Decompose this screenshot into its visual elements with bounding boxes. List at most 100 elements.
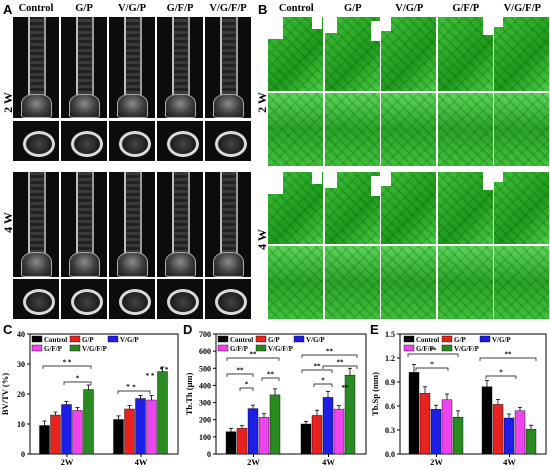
legend-label: V/G/P <box>120 336 139 344</box>
y-tick-label: 0.3 <box>385 426 395 435</box>
reconstruction-side-view <box>381 172 436 244</box>
legend-swatch <box>69 335 81 343</box>
cross-section-ct-image <box>61 121 107 161</box>
longitudinal-ct-image <box>205 172 251 277</box>
significance-mark: ** <box>505 351 513 359</box>
reconstruction-side-view <box>494 17 549 91</box>
bar-vgp-4w <box>503 417 515 455</box>
legend-swatch <box>217 335 229 343</box>
panel-b-col-header-3: G/F/P <box>452 3 480 14</box>
y-tick-label: 0.6 <box>385 402 395 411</box>
legend-swatch <box>107 335 119 343</box>
legend-label: V/G/P <box>492 336 511 344</box>
bar-vgfp-2w <box>83 389 94 455</box>
bar-control-4w <box>481 386 493 455</box>
panel-label-c: C <box>3 322 13 337</box>
legend-label: Control <box>416 336 439 344</box>
reconstruction-top-view <box>268 246 323 319</box>
significance-mark: * * <box>160 366 169 374</box>
significance-mark: ** <box>326 348 334 356</box>
significance-bracket <box>226 373 254 377</box>
y-tick-label: 400 <box>199 381 211 390</box>
y-tick-label: 600 <box>199 347 211 356</box>
significance-bracket <box>226 357 280 361</box>
significance-mark: ** <box>237 367 245 375</box>
legend-swatch <box>217 344 229 352</box>
reconstruction-side-view <box>494 172 549 244</box>
chart-c-bvtv: 0 10 20 30 40 BV/TV (%) 2W 4W Control G/P V/G/P G/F… <box>0 322 182 470</box>
bar-gfp-4w <box>146 399 157 455</box>
bar-vgp-2w <box>247 408 259 455</box>
legend-label: G/P <box>268 336 280 344</box>
reconstruction-top-view <box>381 93 436 166</box>
reconstruction-side-view <box>268 17 323 91</box>
panel-b-col-header-4: V/G/F/P <box>503 3 541 14</box>
y-tick-label: 1.5 <box>385 330 395 339</box>
significance-bracket <box>301 369 333 373</box>
legend-swatch <box>255 344 267 352</box>
significance-bracket <box>63 381 92 385</box>
longitudinal-ct-image <box>109 172 155 277</box>
legend-label: Control <box>230 336 253 344</box>
y-tick-label: 300 <box>199 399 211 408</box>
bar-control-2w <box>39 425 50 455</box>
x-tick-label: 2W <box>61 457 74 467</box>
legend-swatch <box>441 344 453 352</box>
y-axis-label: Tb.Th (μm) <box>184 373 194 416</box>
y-tick-label: 30 <box>17 360 25 369</box>
significance-mark: * <box>321 377 325 385</box>
bar-vgp-4w <box>322 397 334 455</box>
bar-control-4w <box>300 423 312 455</box>
significance-mark: * <box>430 361 434 369</box>
y-tick-label: 700 <box>199 330 211 339</box>
x-tick-label: 4W <box>503 457 516 467</box>
significance-mark: ** <box>267 371 275 379</box>
significance-mark: ** <box>342 384 350 392</box>
significance-mark: ** <box>250 351 258 359</box>
bar-gfp-4w <box>333 408 345 455</box>
bar-gp-2w <box>419 392 431 455</box>
significance-bracket <box>301 354 358 358</box>
panel-a-col-header-2: V/G/P <box>118 3 146 14</box>
bar-control-2w <box>225 431 237 455</box>
reconstruction-side-view <box>268 172 323 244</box>
legend-label: V/G/F/P <box>454 345 480 353</box>
bar-gp-2w <box>236 428 248 455</box>
bar-gp-4w <box>492 404 504 455</box>
bar-gfp-2w <box>441 399 453 455</box>
significance-mark: * <box>126 383 130 391</box>
y-axis-label: BV/TV (%) <box>0 373 10 415</box>
bar-gfp-2w <box>258 416 270 455</box>
reconstruction-side-view <box>324 17 380 91</box>
chart-d-svg: 0 100 200 300 400 500 600 700 Tb.Th (μm) 2W 4W Cont… <box>184 330 367 467</box>
y-tick-label: 10 <box>17 420 25 429</box>
x-tick-label: 2W <box>247 457 260 467</box>
longitudinal-ct-image <box>61 172 107 277</box>
significance-mark: * <box>499 369 503 377</box>
bar-vgp-2w <box>430 408 442 455</box>
x-tick-label: 2W <box>430 457 443 467</box>
y-tick-label: 0.9 <box>385 378 395 387</box>
reconstruction-top-view <box>494 93 549 166</box>
longitudinal-ct-image <box>13 172 59 277</box>
significance-mark: ** <box>337 359 345 367</box>
bar-gfp-2w <box>72 410 83 455</box>
significance-mark: ** <box>430 347 438 355</box>
cross-section-ct-image <box>205 279 251 319</box>
legend-swatch <box>403 344 415 352</box>
significance-mark: * * <box>146 372 155 380</box>
cross-section-ct-image <box>109 279 155 319</box>
significance-bracket <box>261 377 280 381</box>
bar-gfp-4w <box>514 410 526 455</box>
legend-swatch <box>403 335 415 343</box>
bar-vgfp-4w <box>157 371 168 455</box>
legend-swatch <box>441 335 453 343</box>
legend-label: G/F/P <box>416 345 435 353</box>
bar-control-2w <box>408 372 420 455</box>
significance-bracket <box>313 383 333 387</box>
y-tick-label: 1.2 <box>385 354 395 363</box>
bar-vgp-4w <box>135 398 146 455</box>
y-tick-label: 40 <box>17 330 25 339</box>
cross-section-ct-image <box>13 121 59 161</box>
legend-label: V/G/F/P <box>268 345 294 353</box>
